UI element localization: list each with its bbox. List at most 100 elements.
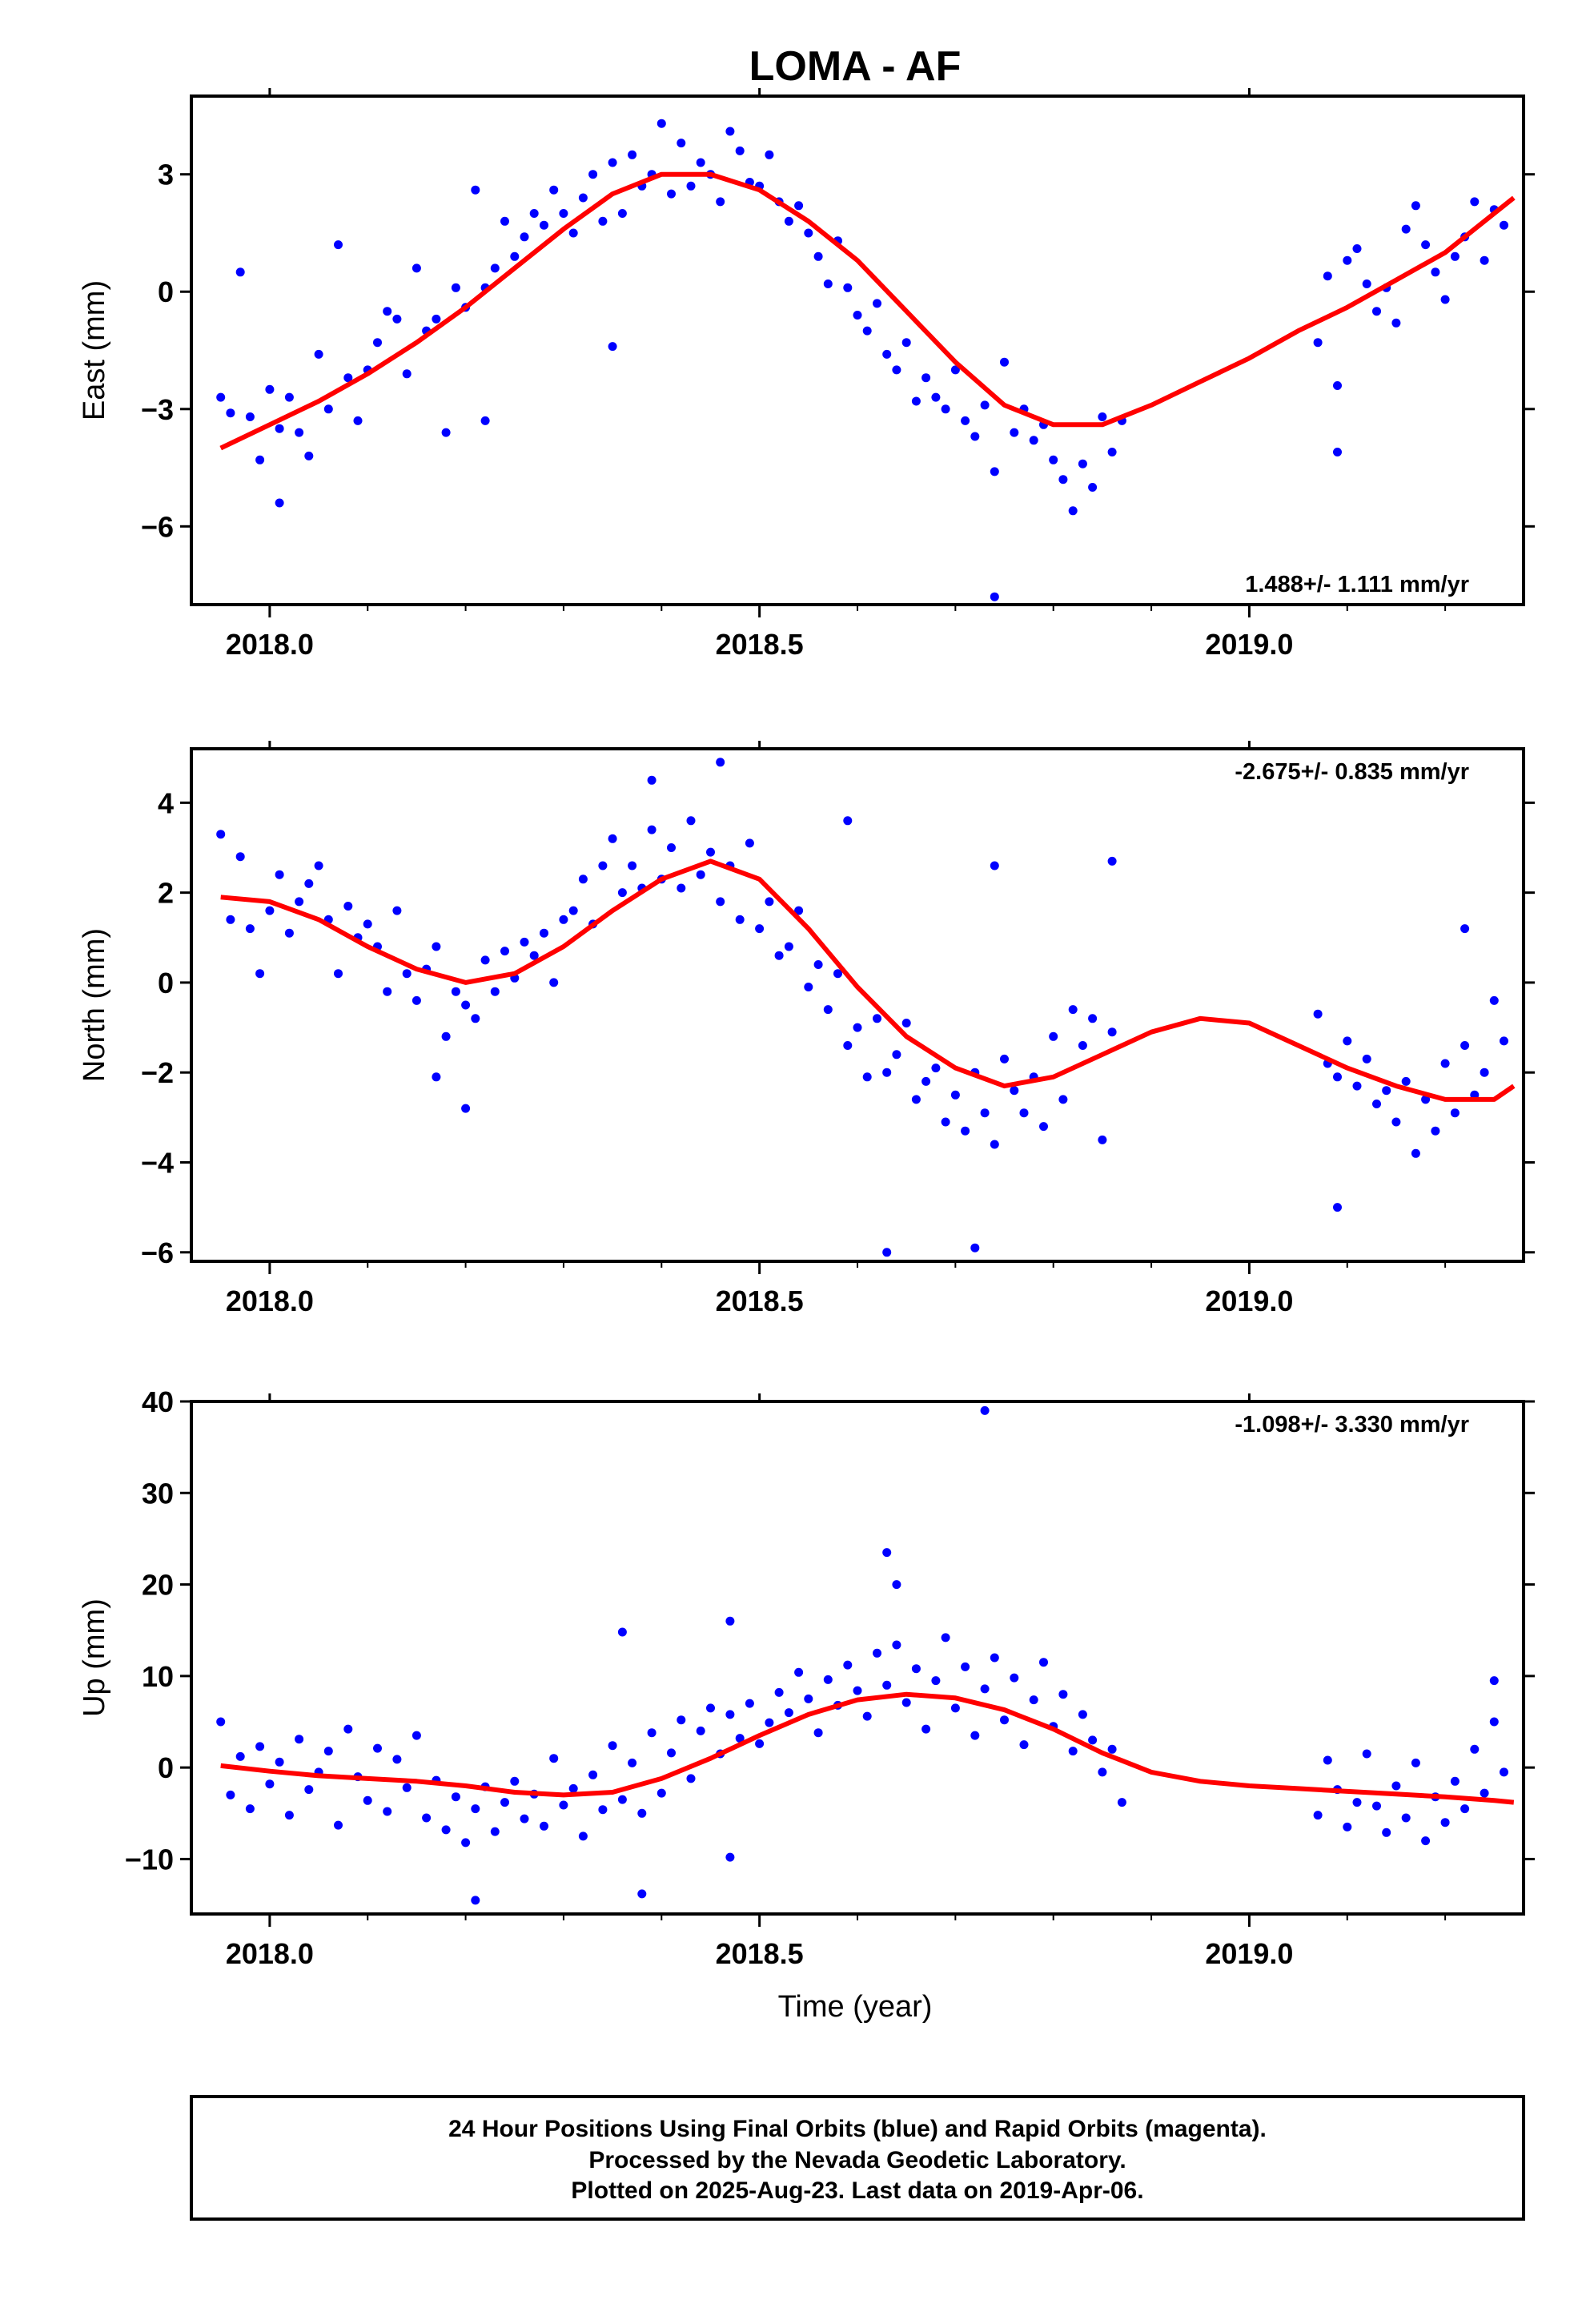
data-point xyxy=(275,424,284,433)
data-point xyxy=(813,1728,823,1738)
data-point xyxy=(265,906,275,915)
data-point xyxy=(1117,1798,1126,1807)
data-point xyxy=(1362,1749,1371,1759)
data-point xyxy=(628,150,637,159)
up-points xyxy=(216,1405,1508,1905)
data-point xyxy=(471,1804,480,1814)
data-point xyxy=(520,937,529,947)
data-point xyxy=(1460,924,1470,934)
data-point xyxy=(461,1000,471,1010)
data-point xyxy=(686,181,696,191)
data-point xyxy=(765,897,774,907)
data-point xyxy=(1000,357,1009,367)
data-point xyxy=(471,185,480,195)
y-tick-label: 3 xyxy=(158,159,174,191)
data-point xyxy=(901,338,911,348)
data-point xyxy=(823,1005,833,1015)
data-point xyxy=(275,1757,284,1767)
data-point xyxy=(284,928,294,938)
data-point xyxy=(500,1798,509,1807)
data-point xyxy=(490,987,500,996)
data-point xyxy=(843,1041,853,1050)
data-point xyxy=(304,451,314,460)
data-point xyxy=(432,1072,441,1082)
data-point xyxy=(1000,1054,1009,1063)
data-point xyxy=(265,1779,275,1789)
data-point xyxy=(383,307,392,316)
data-point xyxy=(667,843,676,852)
data-point xyxy=(1333,448,1342,456)
data-point xyxy=(559,1800,568,1810)
data-point xyxy=(804,983,813,991)
north-panel: 2018.0 2018.5 2019.0 −6 −4 −2 0 2 4 North (mm) -2.… xyxy=(78,741,1535,1317)
data-point xyxy=(647,1728,656,1738)
footer-frame xyxy=(190,2095,1525,2221)
data-point xyxy=(1029,1695,1038,1705)
data-point xyxy=(1391,318,1401,328)
north-rate-label: -2.675+/- 0.835 mm/yr xyxy=(1235,759,1469,785)
east-points xyxy=(216,119,1508,601)
data-point xyxy=(343,902,353,911)
east-plot-frame xyxy=(190,94,1525,606)
data-point xyxy=(656,119,666,128)
data-point xyxy=(1352,1798,1362,1807)
data-point xyxy=(334,240,343,250)
data-point xyxy=(471,1896,480,1905)
data-point xyxy=(843,816,853,826)
x-tick-label: 2019.0 xyxy=(1205,1937,1293,1970)
data-point xyxy=(1107,856,1117,866)
up-rate-label: -1.098+/- 3.330 mm/yr xyxy=(1235,1412,1469,1437)
data-point xyxy=(480,955,490,965)
data-point xyxy=(921,1724,931,1734)
data-point xyxy=(677,883,686,893)
data-point xyxy=(1421,1836,1431,1846)
data-point xyxy=(1470,1744,1480,1754)
data-point xyxy=(667,189,676,199)
y-tick-label: 30 xyxy=(142,1477,174,1510)
data-point xyxy=(323,1747,333,1756)
data-point xyxy=(1421,240,1431,250)
data-point xyxy=(402,1783,412,1792)
data-point xyxy=(755,924,765,934)
data-point xyxy=(284,392,294,402)
data-point xyxy=(892,1050,901,1059)
data-point xyxy=(1440,1818,1450,1827)
data-point xyxy=(1421,1095,1431,1104)
footer-line-2: Processed by the Nevada Geodetic Laborat… xyxy=(588,2147,1126,2173)
data-point xyxy=(412,263,421,273)
data-point xyxy=(540,928,548,938)
data-point xyxy=(990,1140,999,1149)
data-point xyxy=(1401,224,1411,234)
data-point xyxy=(304,1785,314,1795)
y-tick-label: 10 xyxy=(142,1660,174,1693)
data-point xyxy=(392,314,402,324)
data-point xyxy=(980,1108,990,1118)
y-tick-label: 4 xyxy=(158,786,174,819)
data-point xyxy=(901,1019,911,1027)
data-point xyxy=(1333,1072,1342,1082)
data-point xyxy=(451,987,460,996)
data-point xyxy=(617,209,627,218)
data-point xyxy=(226,408,235,418)
data-point xyxy=(716,197,725,207)
data-point xyxy=(696,158,705,167)
data-point xyxy=(461,1104,471,1113)
y-tick-label: 0 xyxy=(158,275,174,308)
data-point xyxy=(1010,1673,1019,1683)
data-point xyxy=(245,1804,255,1814)
data-point xyxy=(882,1680,892,1690)
data-point xyxy=(745,838,754,848)
data-point xyxy=(980,400,990,410)
data-point xyxy=(931,392,941,402)
data-point xyxy=(911,1095,921,1104)
data-point xyxy=(412,1731,421,1740)
data-point xyxy=(1058,475,1068,485)
data-point xyxy=(882,1548,892,1558)
data-point xyxy=(755,1739,765,1748)
data-point xyxy=(1460,1804,1470,1814)
data-point xyxy=(549,185,559,195)
data-point xyxy=(853,311,862,320)
data-point xyxy=(343,373,353,383)
data-point xyxy=(696,870,705,879)
data-point xyxy=(950,365,960,375)
